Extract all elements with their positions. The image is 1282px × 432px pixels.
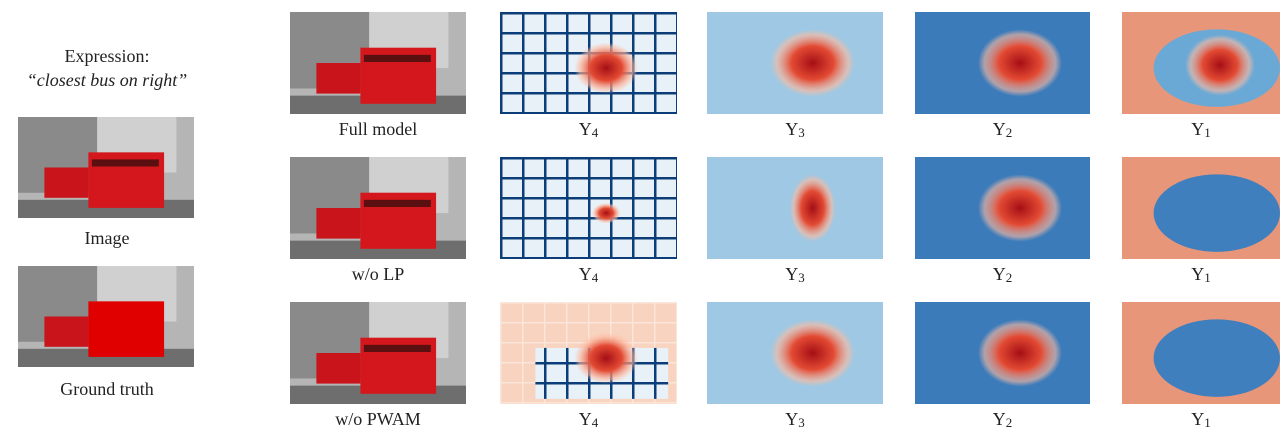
map-subscript: 1 — [1204, 415, 1211, 430]
map-subscript: 2 — [1006, 415, 1013, 430]
gt-caption: Ground truth — [60, 379, 154, 399]
map-subscript: 1 — [1204, 270, 1211, 285]
heatmap — [915, 157, 1090, 259]
map-subscript: 2 — [1006, 125, 1013, 140]
heatmap-blob — [1185, 34, 1255, 96]
bus-far — [316, 208, 361, 239]
map-label: Y3 — [785, 409, 805, 430]
heatmap — [707, 157, 883, 259]
map-label: Y4 — [579, 264, 599, 285]
heatmap-region — [1153, 319, 1280, 397]
map-subscript: 4 — [592, 270, 599, 285]
photo — [290, 302, 466, 404]
map-label: Y2 — [993, 409, 1013, 430]
bus-far — [316, 353, 361, 384]
map-subscript: 4 — [592, 415, 599, 430]
map-label: Y4 — [579, 409, 599, 430]
map-label: Y4 — [579, 119, 599, 140]
bus-window — [91, 159, 159, 167]
heatmap-blob — [770, 319, 855, 387]
bus — [88, 301, 165, 357]
map-symbol: Y — [579, 119, 592, 139]
map-label: Y2 — [993, 264, 1013, 285]
map-subscript: 3 — [798, 415, 805, 430]
heatmap — [707, 302, 883, 404]
map-symbol: Y — [579, 409, 592, 429]
map-subscript: 3 — [798, 270, 805, 285]
heatmap — [1122, 302, 1280, 404]
row-label: Full model — [339, 119, 418, 139]
map-symbol: Y — [1191, 119, 1204, 139]
map-subscript: 4 — [592, 125, 599, 140]
map-symbol: Y — [785, 264, 798, 284]
image-caption: Image — [85, 228, 130, 248]
heatmap-blob — [978, 319, 1062, 387]
heatmap-blob — [978, 174, 1062, 242]
bus-far — [316, 63, 361, 94]
expression-text: “closest bus on right” — [27, 70, 188, 90]
map-label: Y3 — [785, 264, 805, 285]
bus-far — [44, 167, 89, 198]
heatmap-region — [1153, 174, 1280, 252]
heatmap — [1122, 157, 1280, 259]
map-label: Y2 — [993, 119, 1013, 140]
map-label: Y1 — [1191, 409, 1211, 430]
map-symbol: Y — [1191, 264, 1204, 284]
photo — [290, 157, 466, 259]
heatmap — [500, 157, 677, 259]
map-symbol: Y — [993, 264, 1006, 284]
row-label: w/o PWAM — [335, 409, 421, 429]
heatmap-blob — [574, 332, 639, 384]
bus-far — [44, 316, 89, 347]
heatmap-blob — [789, 174, 836, 242]
heatmap — [1122, 12, 1280, 114]
heatmap-blob — [770, 29, 855, 97]
map-subscript: 3 — [798, 125, 805, 140]
map-subscript: 1 — [1204, 125, 1211, 140]
map-symbol: Y — [785, 409, 798, 429]
heatmap-blob — [978, 29, 1062, 97]
heatmap-bg — [500, 157, 677, 259]
bus-window — [363, 199, 431, 207]
bus-window — [363, 344, 431, 352]
heatmap-blob — [592, 202, 621, 224]
map-symbol: Y — [993, 119, 1006, 139]
map-symbol: Y — [579, 264, 592, 284]
expression-heading: Expression: — [65, 46, 150, 66]
map-symbol: Y — [1191, 409, 1204, 429]
heatmap — [915, 12, 1090, 114]
heatmap — [915, 302, 1090, 404]
map-label: Y1 — [1191, 264, 1211, 285]
map-symbol: Y — [785, 119, 798, 139]
heatmap — [707, 12, 883, 114]
photo — [290, 12, 466, 114]
row-label: w/o LP — [352, 264, 405, 284]
map-label: Y1 — [1191, 119, 1211, 140]
heatmap — [500, 12, 677, 114]
bus-window — [363, 54, 431, 62]
heatmap-blob — [574, 42, 639, 94]
photo — [18, 117, 194, 218]
map-subscript: 2 — [1006, 270, 1013, 285]
photo — [18, 266, 194, 367]
map-label: Y3 — [785, 119, 805, 140]
map-symbol: Y — [993, 409, 1006, 429]
heatmap — [500, 302, 677, 404]
